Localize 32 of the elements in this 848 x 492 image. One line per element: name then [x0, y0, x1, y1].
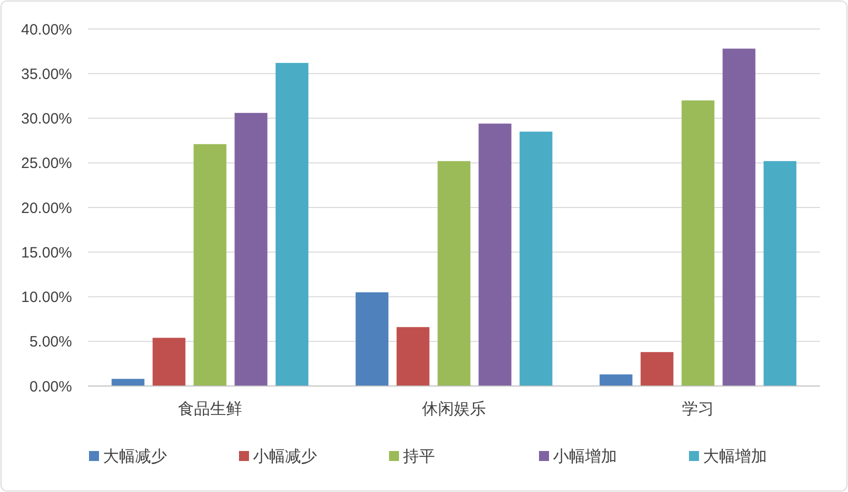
y-tick-label: 15.00%	[21, 244, 72, 262]
bar	[152, 338, 186, 386]
y-tick-label: 0.00%	[29, 378, 72, 396]
bar	[682, 100, 714, 386]
y-tick-label: 40.00%	[21, 21, 72, 38]
bar	[438, 161, 470, 386]
y-tick-label: 20.00%	[21, 200, 72, 217]
bar	[356, 292, 388, 386]
y-tick-label: 30.00%	[21, 110, 72, 128]
bar	[600, 374, 632, 386]
bar	[722, 48, 756, 386]
legend-label: 大幅增加	[703, 446, 767, 466]
bar	[112, 378, 144, 386]
bar	[640, 352, 674, 386]
y-tick-label: 10.00%	[21, 289, 72, 306]
y-tick-label: 35.00%	[21, 66, 72, 83]
legend-label: 小幅增加	[553, 446, 617, 466]
y-tick-label: 25.00%	[21, 155, 72, 172]
x-tick-label: 学习	[682, 399, 714, 418]
legend-label: 持平	[403, 446, 435, 466]
legend-label: 小幅减少	[253, 446, 317, 466]
x-tick-label: 食品生鲜	[178, 399, 242, 418]
bar	[194, 144, 226, 386]
bar	[520, 132, 552, 386]
y-tick-label: 5.00%	[29, 334, 72, 351]
bar	[396, 327, 430, 386]
bar	[478, 124, 512, 386]
bar	[276, 62, 308, 386]
bar	[234, 112, 268, 386]
legend-label: 大幅减少	[103, 446, 167, 466]
x-tick-label: 休闲娱乐	[422, 399, 486, 418]
bar	[764, 161, 796, 386]
